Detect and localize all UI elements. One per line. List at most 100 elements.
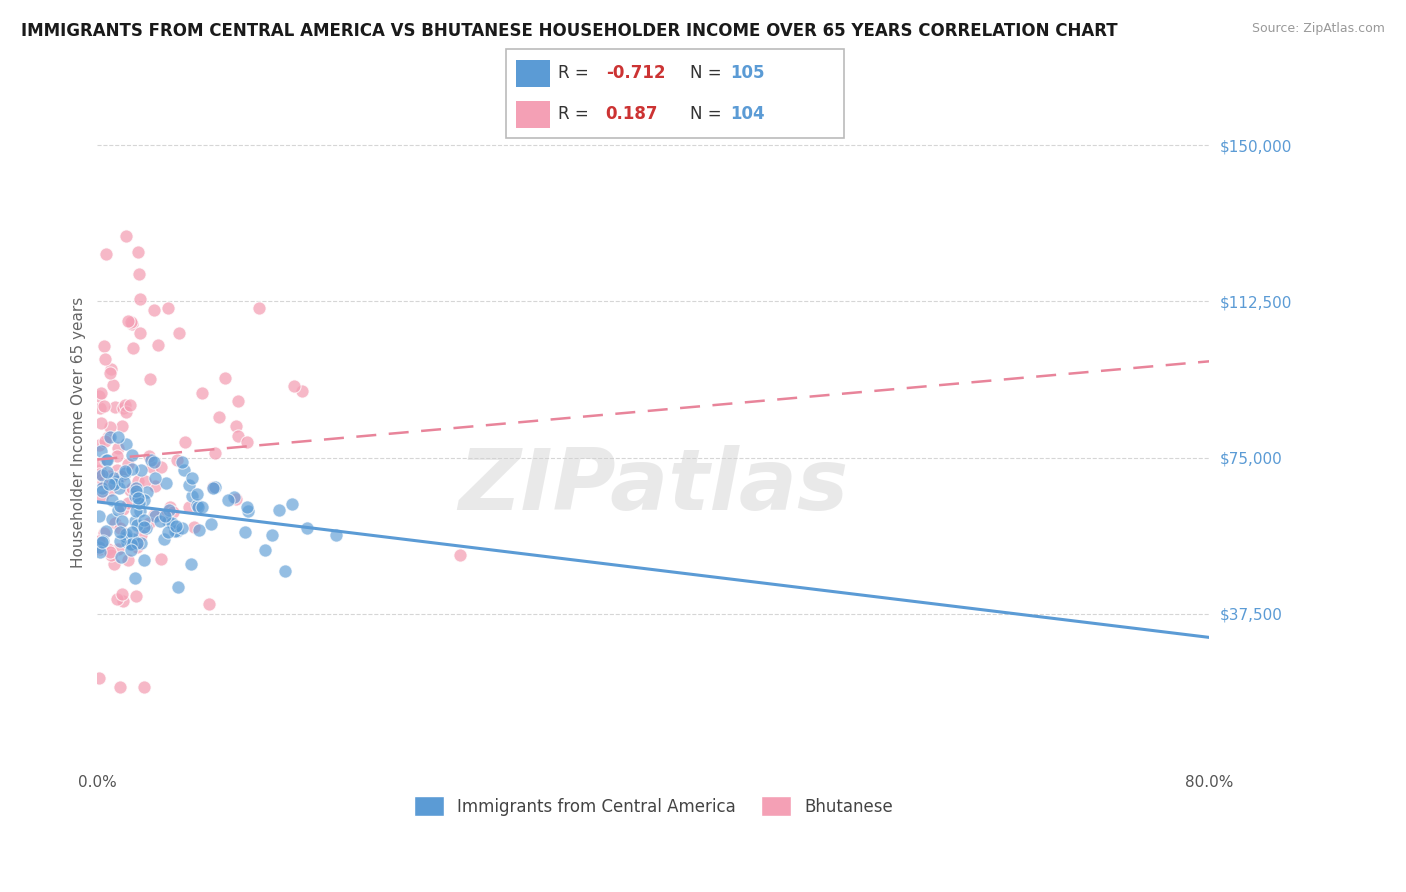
- Point: [117, 496, 139, 510]
- Point: [93, 525, 115, 540]
- Point: [105, 591, 128, 606]
- Point: [166, 452, 188, 467]
- Point: [156, 301, 179, 316]
- Point: [129, 463, 152, 477]
- Point: [110, 499, 132, 513]
- Point: [117, 314, 139, 328]
- Point: [225, 418, 247, 433]
- Point: [93, 339, 115, 353]
- Point: [163, 524, 186, 538]
- Point: [188, 523, 211, 537]
- Point: [177, 500, 200, 515]
- Point: [103, 557, 125, 571]
- Point: [89, 463, 111, 477]
- Point: [132, 492, 155, 507]
- Point: [281, 497, 304, 511]
- Point: [87, 671, 110, 685]
- Point: [94, 352, 117, 367]
- Point: [122, 533, 145, 547]
- Text: 104: 104: [731, 104, 765, 123]
- Point: [100, 419, 122, 434]
- Point: [100, 361, 122, 376]
- Point: [94, 434, 117, 449]
- Point: [93, 533, 115, 548]
- Bar: [516, 101, 550, 128]
- Point: [127, 245, 149, 260]
- Point: [90, 386, 112, 401]
- Point: [124, 489, 146, 503]
- Point: [107, 541, 129, 556]
- Point: [93, 399, 115, 413]
- Point: [107, 449, 129, 463]
- Point: [129, 292, 152, 306]
- Point: [449, 548, 471, 562]
- Point: [110, 533, 132, 548]
- Point: [97, 476, 120, 491]
- Point: [141, 460, 163, 475]
- Point: [91, 481, 114, 495]
- Point: [120, 315, 142, 329]
- Point: [107, 441, 129, 455]
- Point: [159, 500, 181, 514]
- Point: [96, 453, 118, 467]
- Point: [94, 247, 117, 261]
- Point: [198, 597, 221, 611]
- Point: [136, 485, 159, 500]
- Point: [142, 455, 165, 469]
- Point: [101, 493, 124, 508]
- Point: [114, 398, 136, 412]
- Point: [112, 594, 135, 608]
- Legend: Immigrants from Central America, Bhutanese: Immigrants from Central America, Bhutane…: [406, 789, 900, 822]
- Point: [166, 580, 188, 594]
- Point: [169, 326, 191, 341]
- Point: [143, 479, 166, 493]
- Point: [115, 437, 138, 451]
- Point: [111, 514, 134, 528]
- Point: [115, 405, 138, 419]
- Point: [127, 491, 149, 505]
- Point: [96, 524, 118, 539]
- Point: [162, 505, 184, 519]
- Point: [235, 525, 257, 540]
- Text: -0.712: -0.712: [606, 63, 665, 82]
- Point: [105, 474, 128, 488]
- Point: [125, 589, 148, 603]
- Point: [262, 528, 284, 542]
- Point: [107, 481, 129, 495]
- Point: [115, 530, 138, 544]
- Point: [112, 475, 135, 490]
- Point: [94, 453, 117, 467]
- Point: [115, 229, 138, 244]
- Point: [125, 481, 148, 495]
- Point: [97, 430, 120, 444]
- Point: [283, 379, 305, 393]
- Point: [120, 398, 142, 412]
- Point: [87, 456, 110, 470]
- Point: [217, 492, 239, 507]
- Point: [226, 429, 249, 443]
- Point: [108, 525, 131, 540]
- Point: [247, 301, 270, 315]
- Point: [87, 540, 110, 554]
- Text: 105: 105: [731, 63, 765, 82]
- Point: [191, 386, 214, 401]
- Point: [125, 483, 148, 498]
- Point: [125, 517, 148, 532]
- Point: [267, 502, 290, 516]
- Point: [103, 471, 125, 485]
- Point: [115, 526, 138, 541]
- Point: [236, 500, 259, 515]
- Point: [135, 521, 157, 535]
- Point: [124, 514, 146, 528]
- Point: [104, 400, 127, 414]
- Point: [117, 457, 139, 471]
- Bar: [516, 60, 550, 87]
- Point: [132, 553, 155, 567]
- Point: [111, 587, 134, 601]
- Point: [105, 463, 128, 477]
- Point: [129, 536, 152, 550]
- Text: N =: N =: [690, 104, 727, 123]
- Point: [118, 483, 141, 498]
- Point: [89, 545, 111, 559]
- Point: [125, 504, 148, 518]
